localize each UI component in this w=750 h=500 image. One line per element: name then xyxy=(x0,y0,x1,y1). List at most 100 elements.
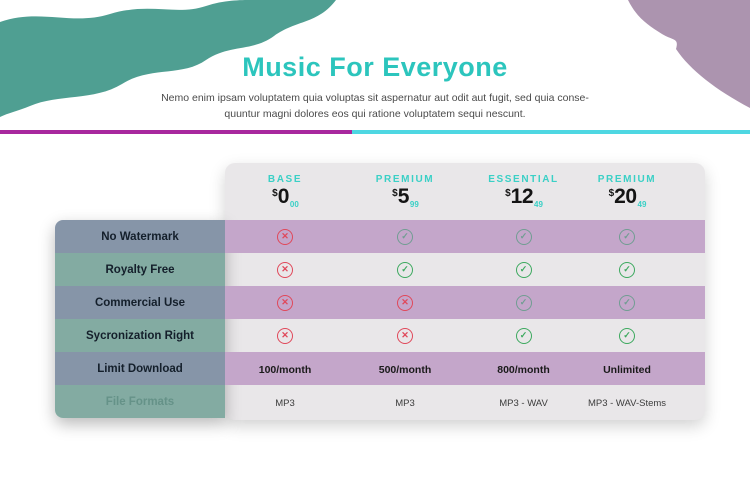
feature-row: No Watermark ✕ ✓ ✓ ✓ xyxy=(55,220,705,253)
page-subtitle: Nemo enim ipsam voluptatem quia voluptas… xyxy=(0,90,750,123)
feature-cell: 100/month xyxy=(259,360,312,378)
feature-cell: ✓ xyxy=(619,228,635,245)
feature-cells: ✕ ✓ ✓ ✓ xyxy=(225,253,705,286)
check-circle-icon: ✓ xyxy=(515,228,532,245)
feature-cell: ✓ xyxy=(619,294,635,311)
divider-magenta-segment xyxy=(0,130,352,134)
page-title: Music For Everyone xyxy=(242,52,508,82)
price-cents: 00 xyxy=(289,200,299,209)
feature-label: No Watermark xyxy=(55,220,225,253)
feature-cell: MP3 xyxy=(395,393,415,411)
feature-cell: ✕ xyxy=(277,228,293,245)
feature-cells: ✕ ✕ ✓ ✓ xyxy=(225,319,705,352)
feature-value: 500/month xyxy=(378,363,432,376)
plan-name: ESSENTIAL xyxy=(488,174,559,185)
price-cents: 49 xyxy=(637,200,647,209)
plan-header-essential-2: ESSENTIAL $1249 xyxy=(465,163,582,220)
currency-symbol: $ xyxy=(608,188,615,199)
section-divider xyxy=(0,130,750,134)
cross-circle-icon: ✕ xyxy=(277,228,293,245)
plan-header-base-0: BASE $000 xyxy=(225,163,345,220)
currency-symbol: $ xyxy=(392,188,398,199)
cross-circle-icon: ✕ xyxy=(397,327,413,344)
feature-value: Unlimited xyxy=(603,363,651,376)
price-amount: 20 xyxy=(614,185,637,208)
currency-symbol: $ xyxy=(505,188,511,199)
feature-cell: MP3 - WAV xyxy=(499,393,548,411)
feature-cell: MP3 xyxy=(275,393,295,411)
check-circle-icon: ✓ xyxy=(515,294,532,311)
feature-cell: ✓ xyxy=(515,228,532,245)
feature-cell: 800/month xyxy=(497,360,550,378)
plan-header-premium-1: PREMIUM $599 xyxy=(345,163,465,220)
check-circle-icon: ✓ xyxy=(515,261,532,278)
teal-blob-highlight xyxy=(0,2,206,20)
plan-header-premium-3: PREMIUM $2049 xyxy=(582,163,672,220)
cross-circle-icon: ✕ xyxy=(397,294,413,311)
feature-cells: ✕ ✓ ✓ ✓ xyxy=(225,220,705,253)
feature-label: Royalty Free xyxy=(55,253,225,286)
feature-row: Commercial Use ✕ ✕ ✓ ✓ xyxy=(55,286,705,319)
feature-value: MP3 xyxy=(395,397,415,409)
feature-cells: ✕ ✕ ✓ ✓ xyxy=(225,286,705,319)
feature-cell: ✓ xyxy=(397,261,413,278)
price-amount: 5 xyxy=(397,185,410,208)
plan-price: $599 xyxy=(345,185,465,209)
plan-price: $000 xyxy=(225,185,345,209)
price-amount: 0 xyxy=(277,185,290,208)
check-circle-icon: ✓ xyxy=(619,228,635,245)
feature-cell: Unlimited xyxy=(603,360,651,378)
price-cents: 99 xyxy=(409,200,419,209)
price-cents: 49 xyxy=(534,200,543,209)
cross-circle-icon: ✕ xyxy=(277,294,293,311)
feature-value: 800/month xyxy=(497,363,550,376)
feature-cell: ✓ xyxy=(515,294,532,311)
feature-label: Commercial Use xyxy=(55,286,225,319)
plan-price: $1249 xyxy=(465,185,582,209)
feature-label: Limit Download xyxy=(55,352,225,385)
plan-price: $2049 xyxy=(582,185,672,209)
subtitle-line-1: Nemo enim ipsam voluptatem quia voluptas… xyxy=(161,92,589,104)
plan-headers: BASE $000 PREMIUM $599 ESSENTIAL $1249 PREMIUM… xyxy=(225,163,705,220)
price-amount: 12 xyxy=(510,185,534,208)
cross-circle-icon: ✕ xyxy=(277,327,293,344)
feature-cell: ✕ xyxy=(277,261,293,278)
feature-label: File Formats xyxy=(55,385,225,418)
feature-value: 100/month xyxy=(258,363,312,376)
check-circle-icon: ✓ xyxy=(397,261,413,278)
feature-label: Sycronization Right xyxy=(55,319,225,352)
check-circle-icon: ✓ xyxy=(397,228,413,245)
currency-symbol: $ xyxy=(272,188,278,199)
plan-name: PREMIUM xyxy=(597,174,657,185)
feature-cell: 500/month xyxy=(379,360,432,378)
feature-cell: ✓ xyxy=(515,261,532,278)
plan-name: BASE xyxy=(267,174,303,185)
check-circle-icon: ✓ xyxy=(619,294,635,311)
check-circle-icon: ✓ xyxy=(619,327,635,344)
check-circle-icon: ✓ xyxy=(515,327,532,344)
feature-cell: ✓ xyxy=(515,327,532,344)
feature-value: MP3 xyxy=(275,397,295,409)
divider-cyan-segment xyxy=(352,130,750,134)
feature-cells: 100/month 500/month 800/month Unlimited xyxy=(225,352,705,385)
feature-cells: MP3 MP3 MP3 - WAV MP3 - WAV-Stems xyxy=(225,385,705,418)
feature-cell: ✕ xyxy=(277,327,293,344)
feature-cell: ✓ xyxy=(397,228,413,245)
feature-cell: ✕ xyxy=(397,327,413,344)
feature-value: MP3 - WAV xyxy=(499,397,548,409)
feature-row: Limit Download 100/month 500/month 800/mont… xyxy=(55,352,705,385)
cross-circle-icon: ✕ xyxy=(277,261,293,278)
feature-row: Royalty Free ✕ ✓ ✓ ✓ xyxy=(55,253,705,286)
subtitle-line-2: quuntur magni dolores eos qui ratione vo… xyxy=(224,108,526,121)
feature-row: File Formats MP3 MP3 MP3 - WAV MP3 - WAV-Ste… xyxy=(55,385,705,418)
feature-cell: MP3 - WAV-Stems xyxy=(588,393,666,411)
feature-cell: ✕ xyxy=(277,294,293,311)
feature-value: MP3 - WAV-Stems xyxy=(587,397,667,409)
feature-rows: No Watermark ✕ ✓ ✓ ✓ Royalty Free ✕ ✓ ✓ ✓ Commerci… xyxy=(55,220,705,418)
feature-row: Sycronization Right ✕ ✕ ✓ ✓ xyxy=(55,319,705,352)
feature-cell: ✓ xyxy=(619,327,635,344)
plan-name: PREMIUM xyxy=(375,174,435,185)
check-circle-icon: ✓ xyxy=(619,261,635,278)
feature-cell: ✓ xyxy=(619,261,635,278)
